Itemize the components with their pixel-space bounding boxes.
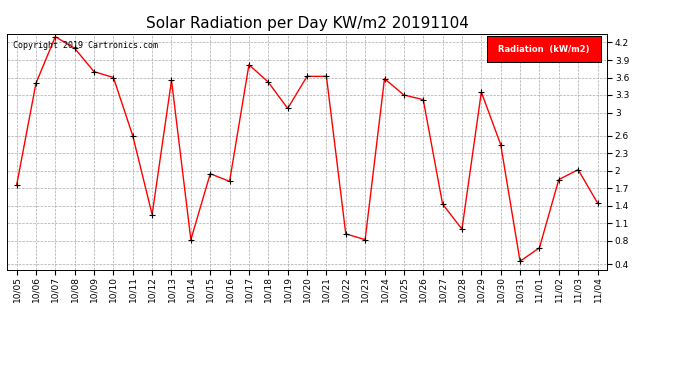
Text: Copyright 2019 Cartronics.com: Copyright 2019 Cartronics.com (13, 41, 158, 50)
Title: Solar Radiation per Day KW/m2 20191104: Solar Radiation per Day KW/m2 20191104 (146, 16, 469, 31)
